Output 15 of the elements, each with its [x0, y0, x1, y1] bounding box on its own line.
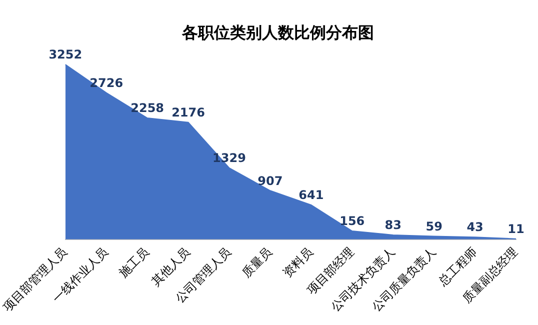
data-label: 2726 — [90, 76, 124, 90]
data-label: 43 — [466, 220, 484, 234]
data-label: 907 — [258, 174, 283, 188]
x-tick-label: 资料员 — [280, 244, 316, 280]
x-tick-label: 质量员 — [239, 244, 275, 280]
data-label: 641 — [298, 188, 324, 202]
data-label: 156 — [340, 214, 365, 228]
data-label: 3252 — [48, 48, 82, 62]
chart-title: 各职位类别人数比例分布图 — [181, 22, 374, 42]
data-label: 2258 — [130, 101, 164, 116]
data-label: 83 — [384, 218, 402, 232]
data-label: 59 — [426, 219, 442, 234]
x-tick-label: 施工员 — [116, 244, 152, 280]
data-label: 2176 — [172, 106, 205, 120]
data-label: 11 — [508, 222, 524, 236]
